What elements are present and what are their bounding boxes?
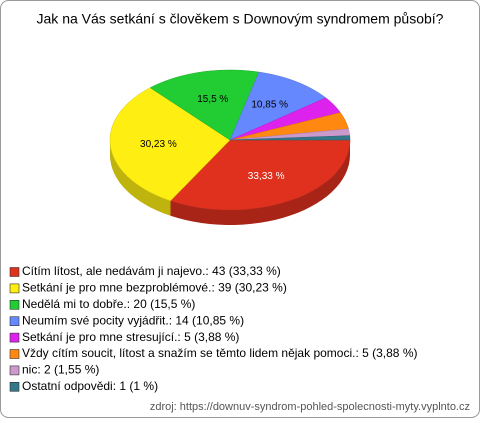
legend-label: Cítím lítost, ale nedávám ji najevo.: 43… bbox=[22, 264, 281, 278]
legend-swatch bbox=[9, 316, 20, 327]
legend-label: nic: 2 (1,55 %) bbox=[22, 363, 99, 377]
chart-title: Jak na Vás setkání s člověkem s Downovým… bbox=[37, 11, 444, 27]
legend-label: Setkání je pro mne bezproblémové.: 39 (3… bbox=[22, 281, 287, 295]
legend-label: Setkání je pro mne stresující.: 5 (3,88 … bbox=[22, 330, 239, 344]
legend-swatch bbox=[9, 349, 20, 359]
slice bbox=[229, 97, 341, 141]
slice-label: 15,5 % bbox=[197, 94, 228, 105]
legend-swatch bbox=[9, 283, 20, 294]
legend-label: Vždy cítím soucit, lítost a snažím se tě… bbox=[22, 346, 417, 360]
slice bbox=[149, 69, 260, 141]
legend-swatch bbox=[9, 267, 20, 277]
slice bbox=[229, 71, 327, 141]
legend-swatch bbox=[9, 365, 20, 376]
legend-swatch bbox=[9, 332, 20, 343]
legend-label: Ostatní odpovědi: 1 (1 %) bbox=[22, 379, 158, 393]
slice-side bbox=[170, 140, 350, 225]
slice-label: 33,33 % bbox=[248, 171, 285, 182]
slice-label: 10,85 % bbox=[251, 100, 288, 111]
slice-side bbox=[110, 140, 171, 216]
legend-swatch bbox=[9, 381, 20, 392]
legend-label: Neumím své pocity vyjádřit.: 14 (10,85 %… bbox=[22, 313, 244, 327]
slice bbox=[229, 135, 351, 141]
source: zdroj: https://downuv-syndrom-pohled-spo… bbox=[150, 401, 470, 413]
slice bbox=[170, 139, 351, 211]
legend-swatch bbox=[9, 299, 20, 310]
slice bbox=[229, 112, 349, 141]
slice bbox=[109, 87, 231, 202]
slice-label: 30,23 % bbox=[140, 139, 177, 150]
legend-label: Nedělá mi to dobře.: 20 (15,5 %) bbox=[22, 297, 195, 311]
